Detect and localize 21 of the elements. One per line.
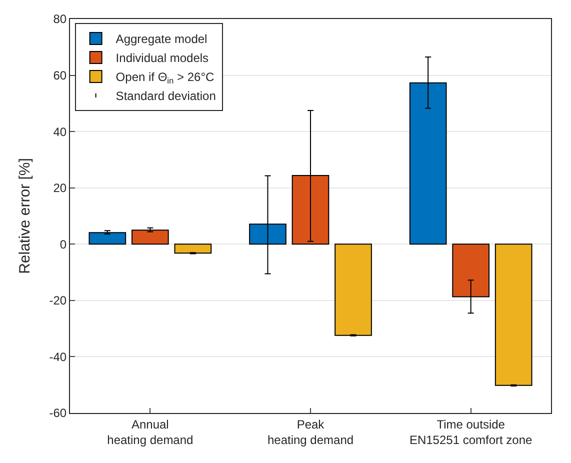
y-tick-label: -40 [49,350,67,364]
legend-label: Aggregate model [116,32,208,46]
y-tick-label: 60 [53,68,67,82]
bar [494,244,532,386]
bar [174,244,212,254]
y-tick-label: 0 [60,237,67,252]
y-tick-label: -60 [49,406,67,420]
y-axis-title: Relative error [%] [16,158,34,274]
bar [88,232,126,245]
y-tick-label: 20 [53,181,67,196]
bar [334,244,372,336]
legend-label: Open if Θ$_{in}$ > 26°C [116,70,215,86]
x-tick-label: Peak heating demand [267,417,354,447]
y-tick-label: 40 [53,124,67,139]
bar [132,230,169,245]
x-tick-label: Annual heating demand [107,417,194,447]
y-tick-label: -20 [49,294,67,308]
legend-label: Individual models [116,51,209,66]
y-tick-label: 80 [53,12,67,26]
annotation: Standard deviation [116,89,216,104]
x-tick-label: Time outside EN15251 comfort zone [409,417,533,447]
